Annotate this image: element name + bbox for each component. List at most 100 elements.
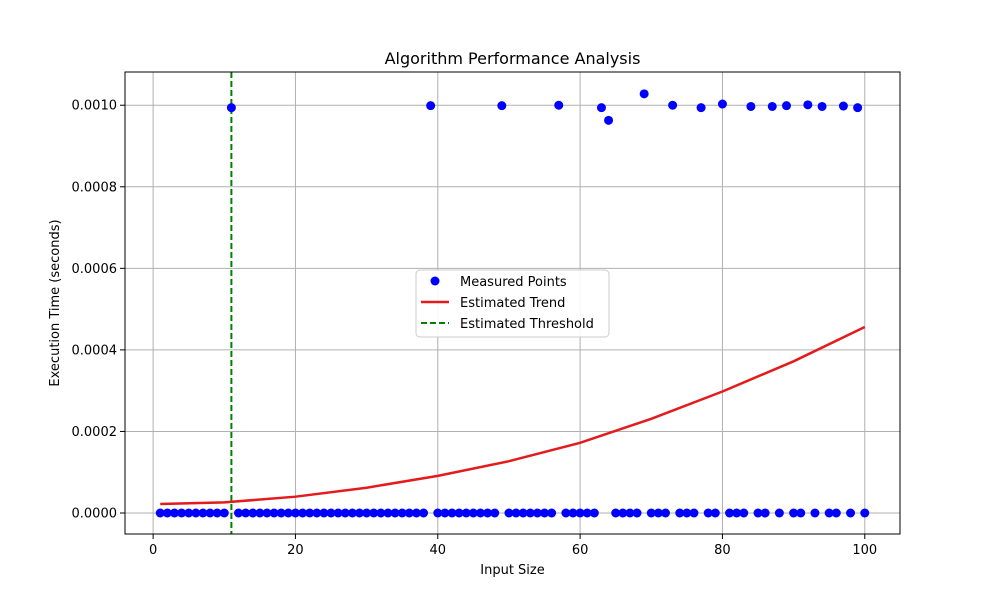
y-tick-label: 0.0010 (72, 99, 118, 114)
data-point (475, 508, 485, 518)
data-point (326, 508, 336, 518)
x-tick-label: 80 (714, 543, 731, 558)
data-point (226, 103, 236, 113)
data-point (860, 508, 870, 518)
x-axis-ticks: 0 20 40 60 80 100 (149, 534, 877, 558)
data-point (298, 508, 308, 518)
data-point (483, 508, 493, 518)
data-point (397, 508, 407, 518)
x-tick-label: 60 (572, 543, 589, 558)
points-layer (155, 89, 870, 518)
data-point (490, 508, 500, 518)
data-point (589, 508, 599, 518)
data-point (354, 508, 364, 518)
legend-label-measured: Measured Points (460, 275, 567, 290)
data-point (234, 508, 244, 518)
data-point (739, 508, 749, 518)
data-point (347, 508, 357, 518)
legend-label-trend: Estimated Trend (460, 296, 565, 311)
data-point (717, 99, 727, 109)
y-axis-label: Execution Time (seconds) (48, 219, 63, 386)
data-point (803, 100, 813, 110)
data-point (419, 508, 429, 518)
data-point (518, 508, 528, 518)
data-point (646, 508, 656, 518)
data-point (497, 101, 507, 111)
data-point (177, 508, 187, 518)
data-point (632, 508, 642, 518)
legend: Measured Points Estimated Trend Estimate… (415, 269, 610, 338)
y-tick-label: 0.0004 (72, 343, 118, 358)
data-point (774, 508, 784, 518)
data-point (454, 508, 464, 518)
data-point (312, 508, 322, 518)
data-point (283, 508, 293, 518)
x-tick-label: 20 (287, 543, 304, 558)
data-point (511, 508, 521, 518)
data-point (710, 508, 720, 518)
data-point (824, 508, 834, 518)
data-point (781, 101, 791, 111)
data-point (725, 508, 735, 518)
data-point (255, 508, 265, 518)
y-tick-label: 0.0000 (72, 507, 118, 522)
data-point (853, 103, 863, 113)
data-point (561, 508, 571, 518)
data-point (269, 508, 279, 518)
data-point (191, 508, 201, 518)
data-point (547, 508, 557, 518)
data-point (661, 508, 671, 518)
chart-title: Algorithm Performance Analysis (385, 49, 641, 68)
data-point (290, 508, 300, 518)
data-point (732, 508, 742, 518)
data-point (276, 508, 286, 518)
data-point (540, 508, 550, 518)
data-point (184, 508, 194, 518)
data-point (532, 508, 542, 518)
legend-marker-measured (430, 276, 440, 286)
data-point (433, 508, 443, 518)
data-point (668, 100, 678, 110)
data-point (212, 508, 222, 518)
x-tick-label: 0 (149, 543, 157, 558)
data-point (205, 508, 215, 518)
data-point (575, 508, 585, 518)
data-point (838, 101, 848, 111)
y-tick-label: 0.0006 (72, 262, 118, 277)
data-point (241, 508, 251, 518)
data-point (831, 508, 841, 518)
data-point (369, 508, 379, 518)
data-point (440, 508, 450, 518)
data-point (760, 508, 770, 518)
data-point (162, 508, 172, 518)
data-point (333, 508, 343, 518)
data-point (468, 508, 478, 518)
data-point (305, 508, 315, 518)
data-point (568, 508, 578, 518)
data-point (604, 115, 614, 125)
data-point (155, 508, 165, 518)
data-point (767, 101, 777, 111)
data-point (319, 508, 329, 518)
data-point (618, 508, 628, 518)
data-point (362, 508, 372, 518)
data-point (696, 103, 706, 113)
data-point (376, 508, 386, 518)
data-point (582, 508, 592, 518)
data-point (653, 508, 663, 518)
data-point (262, 508, 272, 518)
x-tick-label: 40 (430, 543, 447, 558)
data-point (525, 508, 535, 518)
data-point (846, 508, 856, 518)
data-point (198, 508, 208, 518)
data-point (404, 508, 414, 518)
data-point (753, 508, 763, 518)
data-point (554, 100, 564, 110)
data-point (504, 508, 514, 518)
x-axis-label: Input Size (480, 563, 544, 578)
y-tick-label: 0.0008 (72, 180, 118, 195)
x-tick-label: 100 (852, 543, 877, 558)
data-point (411, 508, 421, 518)
data-point (817, 101, 827, 111)
data-point (611, 508, 621, 518)
